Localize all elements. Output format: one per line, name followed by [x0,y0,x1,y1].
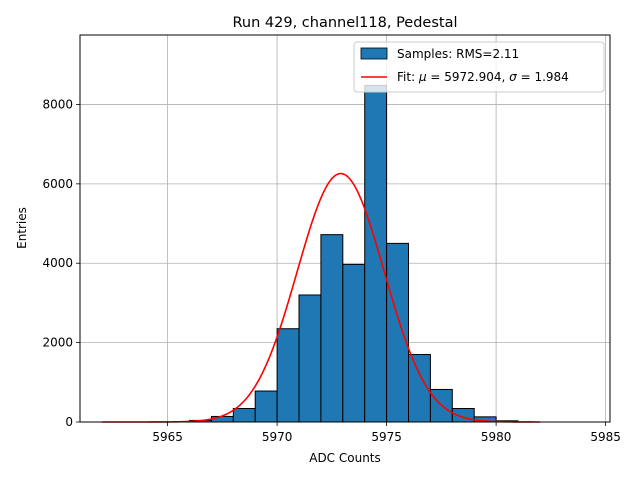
x-tick-label-4: 5985 [590,430,621,444]
histogram-bar-7 [342,263,366,423]
histogram-bar-5 [298,294,322,423]
chart-title: Run 429, channel118, Pedestal [232,15,457,31]
histogram-bar-8 [364,84,388,423]
x-tick-label-0: 5965 [152,430,183,444]
y-axis-label: Entries [15,207,29,249]
y-tick-label-0: 0 [65,415,73,429]
y-tick-label-3: 6000 [42,177,73,191]
x-tick-label-2: 5975 [371,430,402,444]
x-tick-label-1: 5970 [262,430,293,444]
sigma-value: = 1.984 [517,70,569,84]
mu-value: = 5972.904, [427,70,510,84]
histogram-bars [189,84,519,423]
y-axis-ticks: 0 2000 4000 6000 8000 [42,97,80,429]
x-tick-label-3: 5980 [481,430,512,444]
y-tick-label-4: 8000 [42,97,73,111]
mu-symbol: μ [418,70,427,84]
plot-frame [79,34,611,423]
x-axis-ticks: 5965 5970 5975 5980 5985 [152,422,621,444]
legend: Samples: RMS=2.11 Fit: μ = 5972.904, σ =… [353,41,605,93]
x-axis-label: ADC Counts [309,451,381,465]
histogram-bar-6 [320,234,344,423]
histogram-bar-1 [210,415,234,423]
legend-label-samples: Samples: RMS=2.11 [397,47,519,61]
histogram-bar-2 [232,408,256,423]
y-tick-label-2: 4000 [42,256,73,270]
histogram-bar-3 [254,390,278,423]
legend-box [353,41,605,93]
histogram-bar-9 [386,242,410,423]
y-tick-label-1: 2000 [42,336,73,350]
histogram-bar-4 [276,328,300,423]
legend-swatch-samples [360,47,388,60]
legend-label-fit: Fit: μ = 5972.904, σ = 1.984 [397,70,569,84]
sigma-symbol: σ [509,70,517,84]
fit-prefix: Fit: [397,70,419,84]
